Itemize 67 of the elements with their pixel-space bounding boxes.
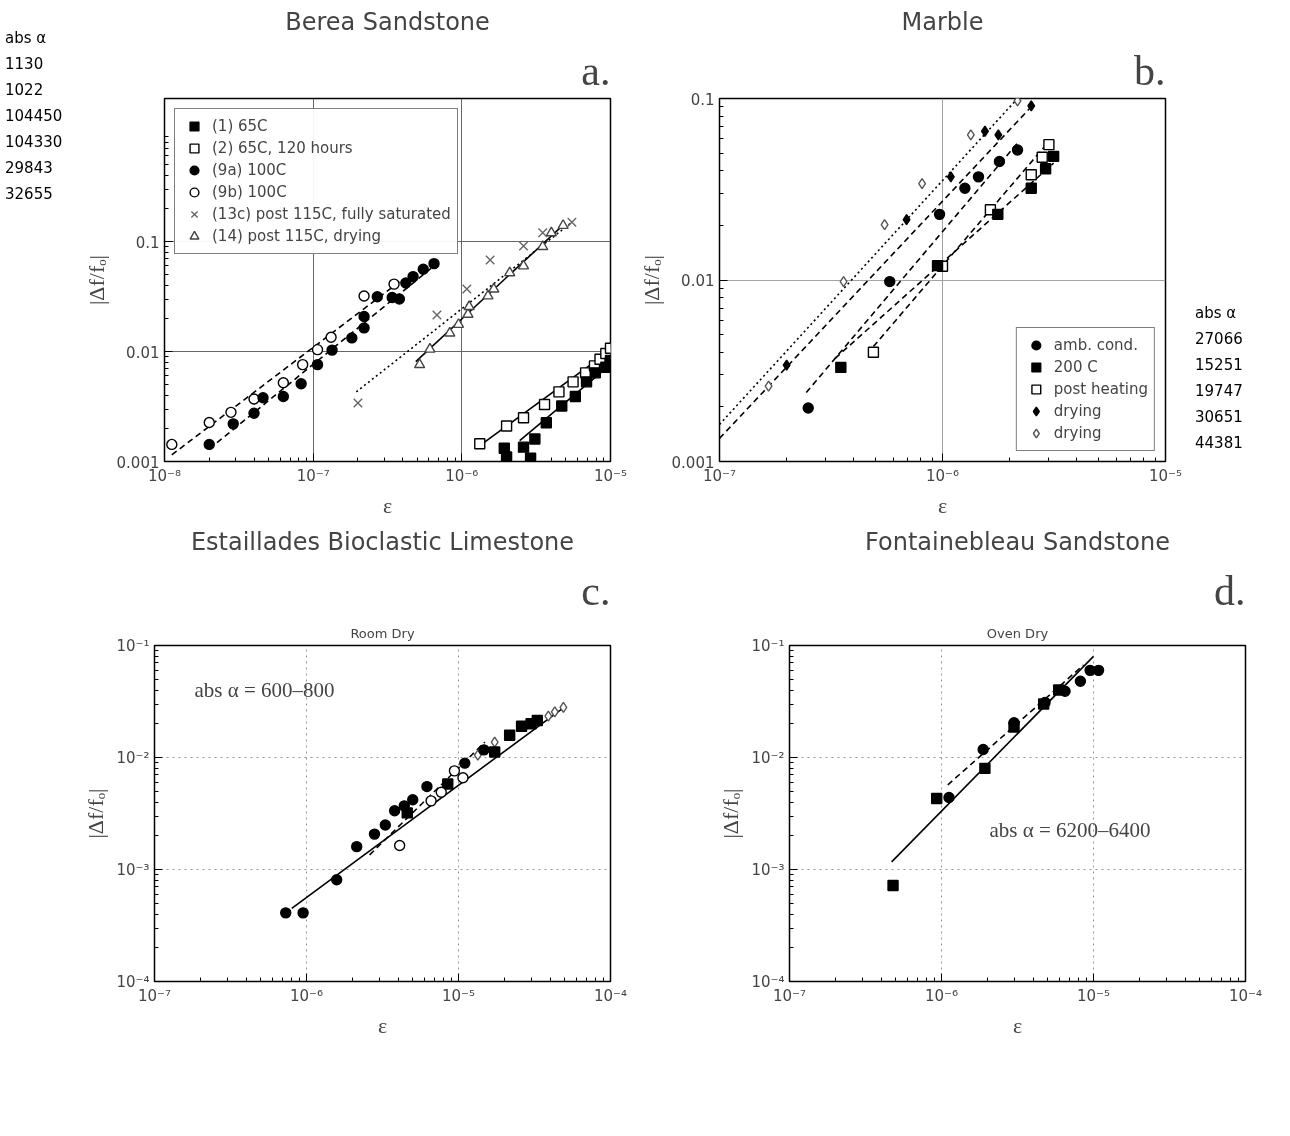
x-tick-label: 10⁻⁴ bbox=[1228, 986, 1263, 1005]
text: 27066 bbox=[1195, 330, 1243, 348]
text: 1022 bbox=[5, 81, 44, 99]
legend-label: (14) post 115C, drying bbox=[212, 226, 382, 247]
chart-subtitle: Oven Dry bbox=[986, 625, 1049, 641]
y-axis-title: |Δf/fₒ| bbox=[718, 788, 744, 839]
text: 104330 bbox=[5, 133, 63, 151]
text: abs α bbox=[5, 29, 47, 47]
x-tick-label: 10⁻⁷ bbox=[137, 986, 172, 1005]
legend-label: drying bbox=[1053, 423, 1102, 444]
text: 1130 bbox=[5, 55, 44, 73]
x-tick-label: 10⁻⁴ bbox=[593, 986, 628, 1005]
y-tick-label: 10⁻² bbox=[751, 748, 785, 767]
y-tick-label: 0.01 bbox=[681, 272, 715, 290]
legend-label: (9a) 100C bbox=[212, 160, 287, 181]
legend-label: amb. cond. bbox=[1053, 335, 1138, 356]
text: abs α bbox=[1195, 304, 1237, 322]
text: 29843 bbox=[5, 159, 53, 177]
legend-label: (13c) post 115C, fully saturated bbox=[212, 204, 451, 225]
chart-title: Berea Sandstone bbox=[285, 7, 490, 36]
x-tick-label: 10⁻⁵ bbox=[593, 466, 628, 485]
legend-label: (9b) 100C bbox=[212, 182, 287, 203]
chart-title: Estaillades Bioclastic Limestone bbox=[190, 527, 575, 556]
text: 32655 bbox=[5, 185, 53, 203]
y-axis-title: |Δf/fₒ| bbox=[83, 788, 109, 839]
chart-title: Fontainebleau Sandstone bbox=[865, 527, 1170, 556]
y-tick-label: 10⁻¹ bbox=[116, 636, 150, 655]
x-tick-label: 10⁻⁷ bbox=[772, 986, 807, 1005]
text: 104450 bbox=[5, 107, 63, 125]
legend-label: (1) 65C bbox=[212, 116, 268, 137]
x-tick-label: 10⁻⁷ bbox=[296, 466, 330, 485]
y-axis-title: |Δf/fₒ| bbox=[638, 254, 664, 306]
x-tick-label: 10⁻⁶ bbox=[445, 466, 479, 485]
y-tick-label: 10⁻³ bbox=[751, 860, 785, 879]
text: b. bbox=[1134, 47, 1166, 94]
x-axis-title: ε bbox=[937, 492, 948, 518]
legend-label: 200 C bbox=[1053, 357, 1098, 378]
text: c. bbox=[581, 567, 611, 614]
y-tick-label: 0.1 bbox=[135, 233, 160, 252]
x-tick-label: 10⁻⁵ bbox=[1076, 986, 1111, 1005]
y-tick-label: 0.01 bbox=[126, 343, 160, 362]
x-axis-title: ε bbox=[377, 1012, 388, 1038]
chart-title: Marble bbox=[901, 7, 984, 36]
x-tick-label: 10⁻⁶ bbox=[924, 986, 959, 1005]
x-tick-label: 10⁻⁵ bbox=[441, 986, 476, 1005]
y-tick-label: 10⁻² bbox=[116, 748, 150, 767]
x-axis-title: ε bbox=[382, 492, 393, 518]
legend-label: drying bbox=[1053, 401, 1102, 422]
x-tick-label: 10⁻⁵ bbox=[1148, 466, 1183, 485]
y-tick-label: 10⁻³ bbox=[116, 860, 150, 879]
x-tick-label: 10⁻⁶ bbox=[289, 986, 324, 1005]
annotation: abs α = 600–800 bbox=[194, 677, 335, 702]
legend-label: (2) 65C, 120 hours bbox=[212, 138, 353, 159]
text: 44381 bbox=[1195, 434, 1243, 452]
text: 30651 bbox=[1195, 408, 1243, 426]
text: d. bbox=[1214, 567, 1246, 614]
y-tick-label: 0.1 bbox=[690, 90, 715, 109]
chart-subtitle: Room Dry bbox=[350, 625, 415, 641]
y-tick-label: 10⁻¹ bbox=[751, 636, 785, 655]
annotation: abs α = 6200–6400 bbox=[989, 817, 1151, 842]
text: a. bbox=[581, 47, 611, 94]
x-axis-title: ε bbox=[1012, 1012, 1023, 1038]
legend-label: post heating bbox=[1053, 379, 1148, 400]
text: 15251 bbox=[1195, 356, 1243, 374]
x-tick-label: 10⁻⁶ bbox=[925, 466, 960, 485]
y-axis-title: |Δf/fₒ| bbox=[83, 254, 109, 306]
text: 19747 bbox=[1195, 382, 1243, 400]
